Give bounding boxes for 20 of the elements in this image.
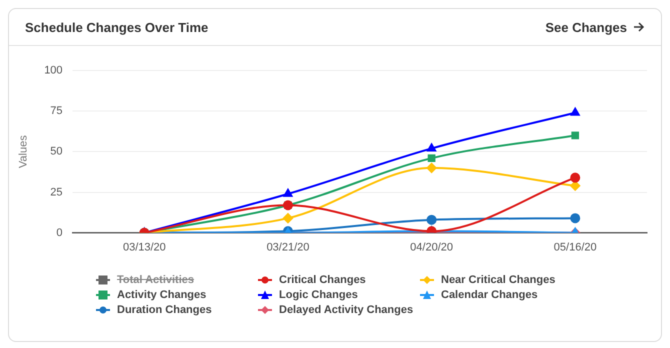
- x-tick-label: 03/13/20: [122, 241, 166, 254]
- y-tick-label: 25: [50, 186, 63, 198]
- y-axis-title: Values: [18, 134, 30, 168]
- legend-label: Near Critical Changes: [441, 274, 556, 286]
- legend-label: Duration Changes: [117, 304, 212, 316]
- y-tick-label: 100: [44, 64, 63, 77]
- y-tick-label: 75: [50, 105, 63, 118]
- y-tick-label: 0: [56, 226, 63, 239]
- x-tick-label: 05/16/20: [554, 241, 597, 254]
- x-tick-label: 04/20/20: [410, 241, 453, 254]
- legend-label: Logic Changes: [279, 289, 358, 301]
- chart-title: Schedule Changes Over Time: [25, 20, 208, 34]
- text: See Changes: [545, 20, 627, 34]
- legend-label: Delayed Activity Changes: [279, 304, 414, 316]
- y-tick-label: 50: [50, 146, 63, 158]
- legend-label: Critical Changes: [279, 274, 366, 286]
- x-tick-label: 03/21/20: [266, 241, 310, 254]
- legend-label: Total Activities: [117, 274, 194, 286]
- legend-label: Calendar Changes: [441, 289, 538, 301]
- legend-label: Activity Changes: [117, 289, 206, 301]
